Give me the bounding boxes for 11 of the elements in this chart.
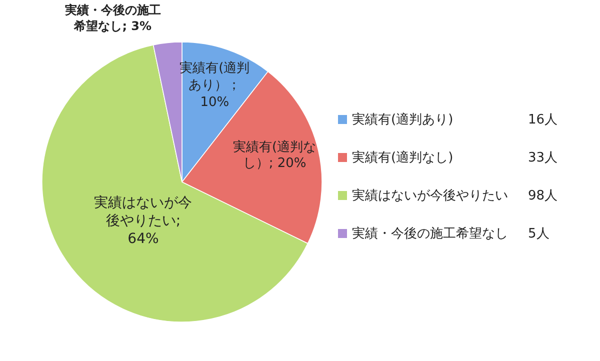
legend-label: 実績はないが今後やりたい [352,188,508,204]
legend-label: 実績有(適判あり) [352,112,454,128]
text: 実績・今後の施工希望なし; 3% [64,3,162,34]
text: 実績有(適判なし）; 20% [232,140,318,174]
legend-label: 実績・今後の施工希望なし [352,226,508,242]
data-label: 98人 [528,188,558,204]
data-label: 33人 [528,150,558,166]
data-label: 5人 [528,226,550,242]
text: 実績はないが今後やりたい; 64% [93,194,194,249]
data-label: 16人 [528,112,558,128]
legend-label: 実績有(適判なし) [352,150,454,166]
